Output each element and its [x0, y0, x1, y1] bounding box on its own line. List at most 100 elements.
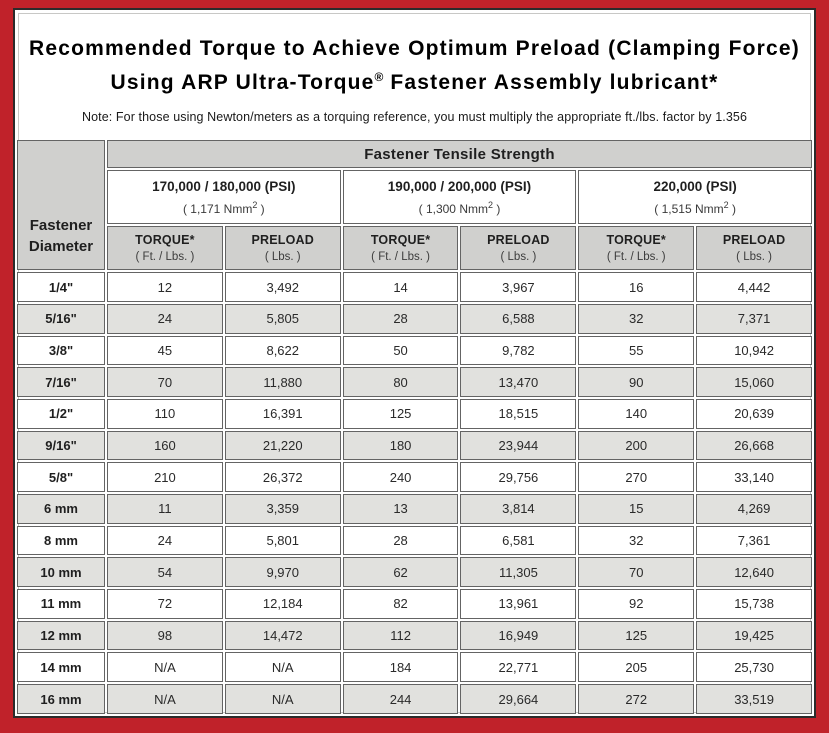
table-row: 3/8" 45 8,622 50 9,782 55 10,942	[17, 335, 812, 366]
preload-value-cell: 13,470	[460, 367, 577, 397]
psi-label: 190,000 / 200,000 (PSI)	[387, 178, 532, 194]
torque-value-cell: 55	[578, 335, 695, 366]
torque-value-cell: 80	[342, 367, 459, 397]
preload-value-cell: 26,372	[224, 462, 341, 492]
fastener-diameter-cell: 8 mm	[17, 525, 105, 556]
torque-value-cell: 82	[342, 589, 459, 619]
torque-value-cell: 98	[107, 620, 223, 651]
nmm-label: ( 1,300 Nmm2 )	[418, 199, 501, 216]
torque-value-cell: 16	[578, 272, 695, 302]
torque-value-cell: 90	[578, 367, 695, 397]
fastener-diameter-cell: 3/8"	[17, 335, 105, 366]
torque-column-header: TORQUE* ( Ft. / Lbs. )	[578, 226, 695, 271]
preload-value-cell: 16,391	[224, 398, 341, 429]
preload-value-cell: 33,519	[696, 684, 812, 714]
preload-value-cell: 12,640	[696, 557, 812, 588]
preload-value-cell: 15,060	[696, 367, 812, 397]
preload-value-cell: 8,622	[224, 335, 341, 366]
torque-value-cell: 70	[578, 557, 695, 588]
fastener-diameter-cell: 7/16"	[17, 367, 105, 397]
torque-value-cell: 54	[107, 557, 223, 588]
fastener-diameter-cell: 12 mm	[17, 620, 105, 651]
page-title: Recommended Torque to Achieve Optimum Pr…	[15, 32, 814, 99]
nmm-label: ( 1,171 Nmm2 )	[182, 199, 265, 216]
title-line1: Recommended Torque to Achieve Optimum Pr…	[29, 37, 800, 60]
torque-value-cell: 184	[342, 652, 459, 683]
preload-value-cell: 14,472	[224, 620, 341, 651]
preload-value-cell: 11,305	[460, 557, 577, 588]
psi-group-row: 170,000 / 180,000 (PSI) ( 1,171 Nmm2 ) 1…	[17, 170, 812, 225]
fastener-diameter-cell: 1/4"	[17, 272, 105, 302]
torque-value-cell: 72	[107, 589, 223, 619]
preload-value-cell: 6,581	[460, 525, 577, 556]
registered-trademark-symbol: ®	[374, 69, 384, 84]
psi-label: 220,000 (PSI)	[653, 178, 737, 194]
fastener-diameter-cell: 11 mm	[17, 589, 105, 619]
preload-value-cell: 5,801	[224, 525, 341, 556]
table-row: 8 mm 24 5,801 28 6,581 32 7,361	[17, 525, 812, 556]
preload-value-cell: 5,805	[224, 303, 341, 334]
table-body: 1/4" 12 3,492 14 3,967 16 4,442 5/16" 24…	[17, 272, 812, 714]
torque-value-cell: 62	[342, 557, 459, 588]
table-row: 16 mm N/A N/A 244 29,664 272 33,519	[17, 684, 812, 714]
torque-value-cell: 160	[107, 430, 223, 461]
column-header-row: TORQUE* ( Ft. / Lbs. ) PRELOAD ( Lbs. ) …	[17, 226, 812, 271]
table-row: 1/2" 110 16,391 125 18,515 140 20,639	[17, 398, 812, 429]
preload-value-cell: 21,220	[224, 430, 341, 461]
preload-value-cell: 11,880	[224, 367, 341, 397]
title-line2: Using ARP Ultra-Torque® Fastener Assembl…	[110, 69, 719, 94]
torque-value-cell: 110	[107, 398, 223, 429]
torque-value-cell: 210	[107, 462, 223, 492]
psi-group-190-200: 190,000 / 200,000 (PSI) ( 1,300 Nmm2 )	[342, 170, 577, 225]
torque-value-cell: N/A	[107, 684, 223, 714]
fastener-diameter-header: Fastener Diameter	[17, 140, 105, 271]
preload-value-cell: 7,361	[696, 525, 812, 556]
table-row: 14 mm N/A N/A 184 22,771 205 25,730	[17, 652, 812, 683]
preload-value-cell: 4,442	[696, 272, 812, 302]
fastener-diameter-cell: 5/16"	[17, 303, 105, 334]
torque-value-cell: 45	[107, 335, 223, 366]
preload-value-cell: 15,738	[696, 589, 812, 619]
preload-value-cell: 10,942	[696, 335, 812, 366]
table-row: 6 mm 11 3,359 13 3,814 15 4,269	[17, 494, 812, 524]
torque-value-cell: 205	[578, 652, 695, 683]
table-row: 5/16" 24 5,805 28 6,588 32 7,371	[17, 303, 812, 334]
table-row: 5/8" 210 26,372 240 29,756 270 33,140	[17, 462, 812, 492]
preload-value-cell: N/A	[224, 652, 341, 683]
nmm-label: ( 1,515 Nmm2 )	[654, 199, 737, 216]
torque-value-cell: 24	[107, 303, 223, 334]
torque-value-cell: 272	[578, 684, 695, 714]
preload-value-cell: 22,771	[460, 652, 577, 683]
preload-value-cell: 12,184	[224, 589, 341, 619]
preload-value-cell: 6,588	[460, 303, 577, 334]
preload-column-header: PRELOAD ( Lbs. )	[460, 226, 577, 271]
preload-value-cell: 13,961	[460, 589, 577, 619]
preload-value-cell: 3,359	[224, 494, 341, 524]
torque-value-cell: 28	[342, 303, 459, 334]
preload-column-header: PRELOAD ( Lbs. )	[696, 226, 812, 271]
preload-value-cell: 19,425	[696, 620, 812, 651]
torque-value-cell: 270	[578, 462, 695, 492]
torque-value-cell: 14	[342, 272, 459, 302]
torque-value-cell: 125	[578, 620, 695, 651]
preload-value-cell: 3,967	[460, 272, 577, 302]
torque-value-cell: 12	[107, 272, 223, 302]
preload-value-cell: 29,664	[460, 684, 577, 714]
fastener-diameter-cell: 10 mm	[17, 557, 105, 588]
torque-value-cell: 240	[342, 462, 459, 492]
psi-group-170-180: 170,000 / 180,000 (PSI) ( 1,171 Nmm2 )	[107, 170, 341, 225]
psi-label: 170,000 / 180,000 (PSI)	[152, 178, 296, 194]
torque-value-cell: 200	[578, 430, 695, 461]
torque-value-cell: 24	[107, 525, 223, 556]
preload-value-cell: 33,140	[696, 462, 812, 492]
torque-value-cell: 140	[578, 398, 695, 429]
tensile-strength-row: Fastener Diameter Fastener Tensile Stren…	[17, 140, 812, 271]
table-row: 7/16" 70 11,880 80 13,470 90 15,060	[17, 367, 812, 397]
preload-value-cell: 7,371	[696, 303, 812, 334]
table-row: 11 mm 72 12,184 82 13,961 92 15,738	[17, 589, 812, 619]
title-block: Recommended Torque to Achieve Optimum Pr…	[15, 10, 814, 124]
torque-value-cell: N/A	[107, 652, 223, 683]
torque-value-cell: 112	[342, 620, 459, 651]
torque-value-cell: 11	[107, 494, 223, 524]
